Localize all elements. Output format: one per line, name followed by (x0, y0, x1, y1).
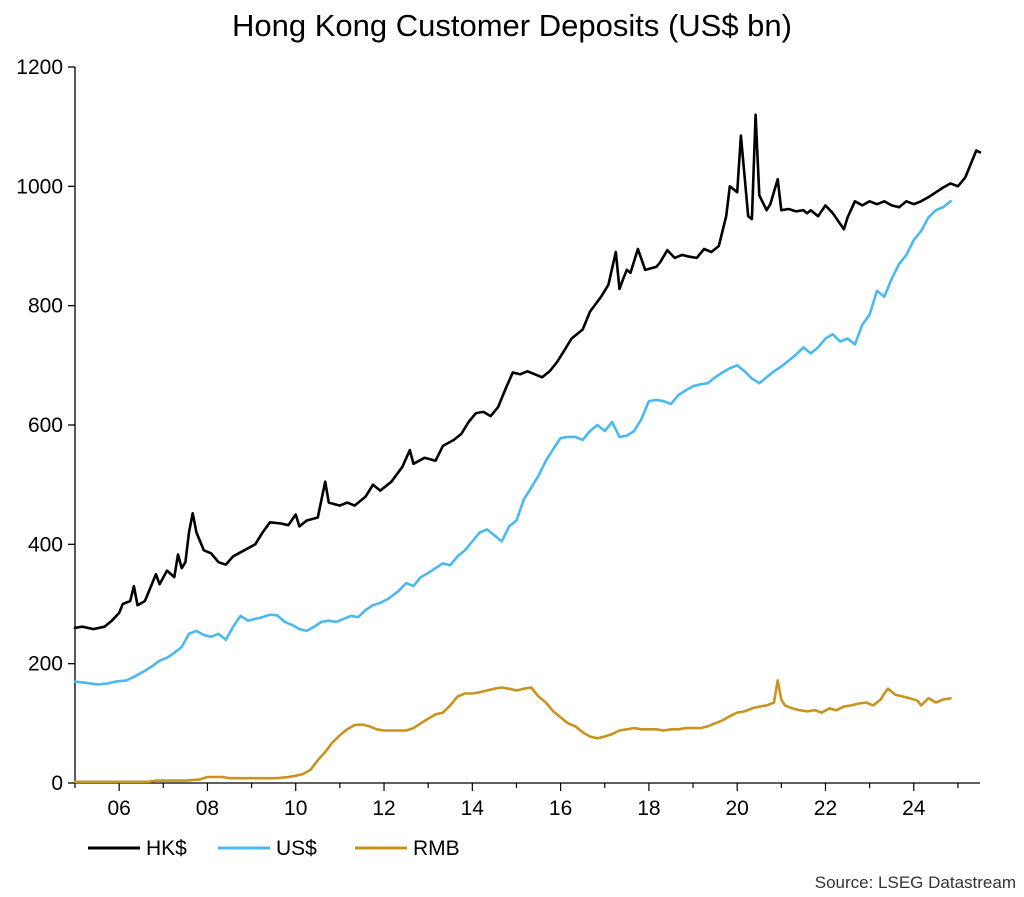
y-tick-label: 0 (51, 772, 63, 795)
source-note: Source: LSEG Datastream (815, 873, 1016, 892)
x-tick-label: 14 (461, 797, 485, 820)
y-axis: 0 200 400 600 800 1000 1200 (16, 56, 76, 795)
x-tick-label: 08 (196, 797, 219, 820)
x-tick-label: 12 (372, 797, 395, 820)
chart-title: Hong Kong Customer Deposits (US$ bn) (232, 8, 792, 43)
y-tick-label: 400 (28, 533, 63, 556)
x-axis: 06 08 10 12 14 16 18 20 22 24 (74, 782, 980, 820)
x-tick-label: 24 (902, 797, 926, 820)
legend: HK$ US$ RMB (88, 837, 460, 860)
legend-item: US$ (218, 837, 317, 860)
x-tick-label: 06 (107, 797, 130, 820)
legend-label: US$ (276, 837, 317, 860)
y-tick-label: 800 (28, 295, 63, 318)
legend-item: HK$ (88, 837, 187, 860)
y-tick-label: 1200 (16, 56, 63, 79)
x-tick-label: 22 (814, 797, 837, 820)
plot-area (73, 113, 982, 784)
legend-item: RMB (355, 837, 460, 860)
y-tick-label: 600 (28, 414, 63, 437)
y-tick-label: 1000 (16, 175, 63, 198)
y-tick-label: 200 (28, 653, 63, 676)
x-tick-label: 10 (284, 797, 307, 820)
x-tick-label: 16 (549, 797, 572, 820)
series-line-us (73, 200, 952, 686)
x-tick-label: 20 (726, 797, 749, 820)
x-tick-label: 18 (637, 797, 660, 820)
series-line-rmb (73, 679, 952, 784)
series-line-hk (73, 113, 982, 631)
legend-label: HK$ (146, 837, 187, 860)
legend-label: RMB (413, 837, 460, 860)
